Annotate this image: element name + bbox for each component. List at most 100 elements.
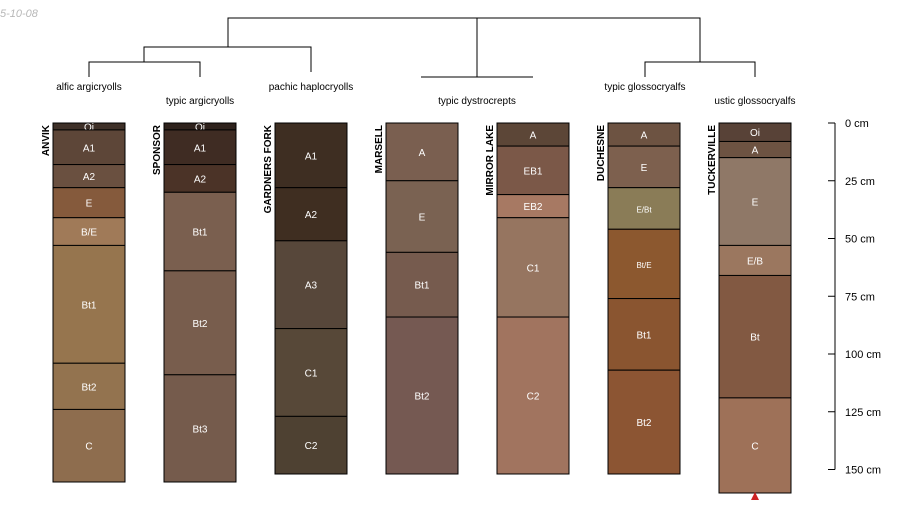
horizon-duchesne-bt1 (607, 298, 681, 371)
horizon-label: Bt (750, 333, 760, 344)
tree-branch-root (227, 17, 701, 62)
tree-branch-left (143, 46, 312, 72)
classification-labels: alfic argicryolls typic argicryolls pachic… (56, 82, 795, 107)
profile-duchesne: A E E/Bt Bt/E Bt1 Bt2 DUCHESNE (596, 122, 681, 475)
horizon-label: E (641, 163, 648, 174)
date-stamp: 5-10-08 (0, 8, 39, 20)
profile-sponsor: Oi A1 A2 Bt1 Bt2 Bt3 SPONSOR (152, 122, 237, 483)
horizon-sponsor-a1 (163, 129, 237, 166)
horizon-label: A2 (305, 210, 318, 221)
horizon-label: C2 (527, 392, 540, 403)
horizon-label: Bt3 (192, 424, 207, 435)
horizon-label: Bt1 (192, 228, 207, 239)
horizon-anvik-e (52, 187, 126, 219)
horizon-label: A2 (83, 172, 96, 183)
horizon-anvik-a1 (52, 129, 126, 166)
scale-tick-label: 50 cm (845, 234, 875, 246)
horizon-gardners-fork-a3 (274, 240, 348, 330)
horizon-tuckerville-e (718, 157, 792, 246)
horizon-tuckerville-e-b (718, 244, 792, 276)
horizon-label: C1 (527, 263, 540, 274)
horizon-label: Oi (750, 128, 760, 139)
horizon-marsell-a (385, 122, 459, 182)
horizon-label: E (419, 213, 426, 224)
horizon-label: A1 (194, 143, 207, 154)
tree-branch-argi (88, 61, 201, 77)
horizon-label: E (86, 199, 93, 210)
profile-name: SPONSOR (152, 124, 163, 175)
scale-tick-label: 75 cm (845, 291, 875, 303)
horizon-label: Bt2 (636, 418, 651, 429)
profile-name: MARSELL (374, 125, 385, 173)
horizon-label: Bt2 (81, 382, 96, 393)
class-label-typic-dystrocrepts: typic dystrocrepts (438, 96, 516, 107)
horizon-label: C (85, 442, 92, 453)
horizon-anvik-c (52, 408, 126, 483)
horizon-anvik-bt2 (52, 362, 126, 410)
horizon-label: C (751, 441, 758, 452)
horizon-label: E (752, 198, 759, 209)
profile-mirror-lake: A EB1 EB2 C1 C2 MIRROR LAKE (485, 122, 570, 475)
horizon-gardners-fork-a1 (274, 122, 348, 189)
profile-name: GARDNERS FORK (263, 124, 274, 213)
horizon-label: A1 (83, 143, 96, 154)
class-label-alfic-argicryolls: alfic argicryolls (56, 82, 122, 93)
class-label-typic-argicryolls: typic argicryolls (166, 96, 234, 107)
marker-triangle (751, 492, 759, 500)
scale-tick-label: 25 cm (845, 176, 875, 188)
horizon-label: Bt1 (636, 330, 651, 341)
horizon-marsell-bt2 (385, 316, 459, 475)
horizon-label: EB1 (524, 166, 543, 177)
horizon-duchesne-e (607, 145, 681, 189)
profile-name: MIRROR LAKE (485, 125, 496, 196)
horizon-sponsor-bt3 (163, 374, 237, 483)
horizon-sponsor-bt2 (163, 270, 237, 376)
horizon-marsell-e (385, 180, 459, 253)
horizon-gardners-fork-a2 (274, 187, 348, 242)
horizon-label: A (641, 131, 648, 142)
horizon-label: A1 (305, 151, 318, 162)
class-label-ustic-glossocryalfs: ustic glossocryalfs (714, 96, 795, 107)
classification-dendrogram (88, 17, 756, 78)
horizon-marsell-bt1 (385, 251, 459, 318)
profile-marsell: A E Bt1 Bt2 MARSELL (374, 122, 459, 475)
horizon-label: A (530, 131, 537, 142)
horizon-label: A (752, 146, 759, 157)
horizon-label: C2 (305, 441, 318, 452)
soil-profiles: Oi A1 A2 E B/E Bt1 Bt2 C ANVIK Oi A1 A2 Bt1 Bt2 Bt3 SPO… (41, 122, 792, 494)
horizon-label: E/Bt (636, 205, 652, 214)
horizon-anvik-b-e (52, 217, 126, 246)
horizon-label: A3 (305, 281, 318, 292)
horizon-label: B/E (81, 228, 97, 239)
horizon-tuckerville-c (718, 397, 792, 494)
horizon-label: Bt1 (81, 300, 96, 311)
profile-name: DUCHESNE (596, 125, 607, 181)
horizon-gardners-fork-c2 (274, 415, 348, 475)
horizon-label: Bt2 (192, 319, 207, 330)
profile-anvik: Oi A1 A2 E B/E Bt1 Bt2 C ANVIK (41, 122, 126, 483)
scale-tick-label: 150 cm (845, 465, 881, 477)
horizon-label: A (419, 148, 426, 159)
horizon-gardners-fork-c1 (274, 328, 348, 417)
depth-scale: 0 cm 25 cm 50 cm 75 cm 100 cm 125 cm 150 cm (828, 118, 881, 477)
horizon-label: E/B (747, 256, 763, 267)
profile-name: ANVIK (41, 124, 52, 156)
scale-tick-label: 0 cm (845, 118, 869, 130)
class-label-typic-glossocryalfs: typic glossocryalfs (604, 82, 685, 93)
scale-tick-label: 125 cm (845, 407, 881, 419)
horizon-label: EB2 (524, 202, 543, 213)
horizon-label: Bt/E (636, 261, 651, 270)
horizon-label: Oi (84, 122, 94, 133)
scale-tick-label: 100 cm (845, 349, 881, 361)
horizon-label: Bt1 (414, 281, 429, 292)
horizon-mirror-lake-c2 (496, 316, 570, 475)
profile-gardners-fork: A1 A2 A3 C1 C2 GARDNERS FORK (263, 122, 348, 475)
horizon-sponsor-bt1 (163, 191, 237, 272)
horizon-label: A2 (194, 174, 207, 185)
profile-tuckerville: Oi A E E/B Bt C TUCKERVILLE (707, 122, 792, 494)
class-label-pachic-haplocryolls: pachic haplocryolls (269, 82, 354, 93)
tree-branch-glosso (644, 61, 756, 77)
horizon-label: Bt2 (414, 392, 429, 403)
horizon-anvik-bt1 (52, 244, 126, 364)
